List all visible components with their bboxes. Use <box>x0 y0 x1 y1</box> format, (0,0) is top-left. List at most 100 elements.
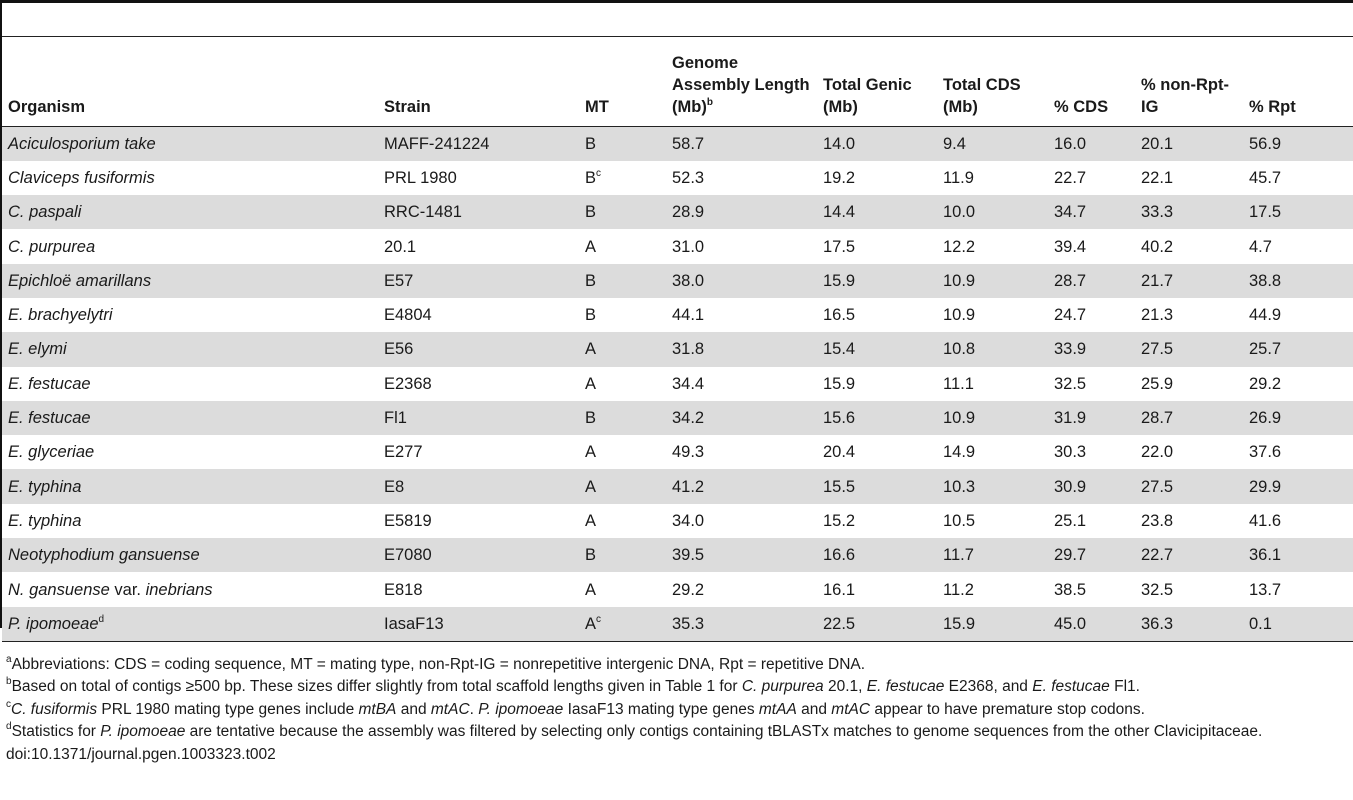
strain-cell: RRC-1481 <box>378 195 579 230</box>
mt-value: A <box>585 580 597 599</box>
cds-pct-value: 22.7 <box>1054 168 1087 187</box>
column-header: % non-Rpt-IG <box>1135 37 1243 127</box>
mt-cell: B <box>579 263 666 298</box>
column-header: Total CDS (Mb) <box>937 37 1048 127</box>
organism-name: E. typhina <box>8 511 82 530</box>
column-header-label: MT <box>585 97 609 116</box>
mt-value: B <box>585 203 597 222</box>
strain-value: E5819 <box>384 511 432 530</box>
doi-text: doi:10.1371/journal.pgen.1003323.t002 <box>6 745 276 763</box>
organism-name: Aciculosporium take <box>8 134 156 153</box>
mt-cell: B <box>579 126 666 161</box>
cds-pct-value: 45.0 <box>1054 614 1087 633</box>
rpt-cell: 13.7 <box>1243 572 1353 607</box>
length-value: 29.2 <box>672 580 705 599</box>
rpt-value: 29.9 <box>1249 477 1282 496</box>
genic-cell: 15.2 <box>817 503 937 539</box>
genic-value: 19.2 <box>823 168 856 187</box>
top-border <box>0 0 1353 3</box>
strain-value: E818 <box>384 580 423 599</box>
mt-value: A <box>585 477 597 496</box>
mt-value: B <box>585 168 597 187</box>
length-cell: 31.8 <box>666 332 817 367</box>
genic-cell: 19.2 <box>817 160 937 196</box>
mt-value: B <box>585 409 597 428</box>
strain-value: RRC-1481 <box>384 203 462 222</box>
length-cell: 29.2 <box>666 572 817 607</box>
nonrpt-cell: 36.3 <box>1135 606 1243 642</box>
rpt-value: 56.9 <box>1249 134 1282 153</box>
length-value: 58.7 <box>672 134 705 153</box>
footnote-italic: mtAC <box>430 700 470 718</box>
footnote-italic: C. purpurea <box>741 678 824 696</box>
cds-pct-value: 34.7 <box>1054 203 1087 222</box>
table-row: C. paspali RRC-1481 B 28.9 14.4 10.0 34.7 33.3 1… <box>2 195 1353 230</box>
length-value: 39.5 <box>672 546 705 565</box>
cds-pct-cell: 16.0 <box>1048 126 1135 161</box>
nonrpt-value: 22.7 <box>1141 546 1174 565</box>
organism-name: C. paspali <box>8 203 82 222</box>
cds-pct-cell: 38.5 <box>1048 572 1135 607</box>
strain-value: IasaF13 <box>384 614 444 633</box>
organism-cell: Neotyphodium gansuense <box>2 538 378 573</box>
cds-pct-cell: 30.9 <box>1048 469 1135 504</box>
column-header: % Rpt <box>1243 37 1353 127</box>
nonrpt-value: 32.5 <box>1141 580 1174 599</box>
mt-cell: A <box>579 572 666 607</box>
genic-cell: 15.9 <box>817 366 937 401</box>
length-cell: 44.1 <box>666 297 817 333</box>
footnote-text: IasaF13 mating type genes <box>563 700 759 718</box>
cds-pct-value: 30.9 <box>1054 477 1087 496</box>
footnote-text: Statistics for <box>11 723 101 741</box>
cds-pct-cell: 25.1 <box>1048 503 1135 539</box>
length-cell: 49.3 <box>666 435 817 470</box>
cds-mb-cell: 10.9 <box>937 400 1048 436</box>
strain-value: E56 <box>384 340 414 359</box>
nonrpt-cell: 33.3 <box>1135 195 1243 230</box>
length-value: 41.2 <box>672 477 705 496</box>
cds-pct-value: 32.5 <box>1054 374 1087 393</box>
cds-pct-cell: 32.5 <box>1048 366 1135 401</box>
cds-mb-cell: 10.8 <box>937 332 1048 367</box>
mt-value: B <box>585 134 597 153</box>
nonrpt-value: 22.0 <box>1141 443 1174 462</box>
genic-value: 15.6 <box>823 409 856 428</box>
length-cell: 38.0 <box>666 263 817 298</box>
mt-cell: B <box>579 400 666 436</box>
cds-pct-value: 33.9 <box>1054 340 1087 359</box>
cds-pct-cell: 29.7 <box>1048 538 1135 573</box>
cds-mb-cell: 9.4 <box>937 126 1048 161</box>
rpt-cell: 45.7 <box>1243 160 1353 196</box>
rpt-value: 4.7 <box>1249 237 1272 256</box>
mt-value: B <box>585 546 597 565</box>
organism-name: E. elymi <box>8 340 67 359</box>
table-footnotes: aAbbreviations: CDS = coding sequence, M… <box>6 654 1351 766</box>
nonrpt-value: 23.8 <box>1141 511 1174 530</box>
table-row: E. glyceriae E277 A 49.3 20.4 14.9 30.3 22.0 37.… <box>2 435 1353 470</box>
organism-name: E. typhina <box>8 477 82 496</box>
organism-name: E. brachyelytri <box>8 306 113 325</box>
length-cell: 39.5 <box>666 538 817 573</box>
mt-cell: A <box>579 503 666 539</box>
cds-mb-value: 9.4 <box>943 134 966 153</box>
organism-cell: C. purpurea <box>2 229 378 264</box>
nonrpt-value: 28.7 <box>1141 409 1174 428</box>
organism-name: Epichloë amarillans <box>8 271 152 290</box>
length-cell: 31.0 <box>666 229 817 264</box>
cds-mb-cell: 14.9 <box>937 435 1048 470</box>
nonrpt-cell: 22.7 <box>1135 538 1243 573</box>
genic-value: 17.5 <box>823 237 856 256</box>
table-row: E. typhina E5819 A 34.0 15.2 10.5 25.1 23.8 41.6 <box>2 503 1353 539</box>
genic-cell: 15.4 <box>817 332 937 367</box>
table-row: Neotyphodium gansuense E7080 B 39.5 16.6 11.7… <box>2 538 1353 573</box>
rpt-cell: 0.1 <box>1243 606 1353 642</box>
organism-name-part: inebrians <box>145 580 213 599</box>
column-header: Strain <box>378 37 579 127</box>
organism-cell: E. typhina <box>2 503 378 539</box>
rpt-cell: 37.6 <box>1243 435 1353 470</box>
length-cell: 58.7 <box>666 126 817 161</box>
rpt-value: 44.9 <box>1249 306 1282 325</box>
nonrpt-cell: 20.1 <box>1135 126 1243 161</box>
footnote-marker: c <box>596 613 602 625</box>
length-value: 34.0 <box>672 511 705 530</box>
